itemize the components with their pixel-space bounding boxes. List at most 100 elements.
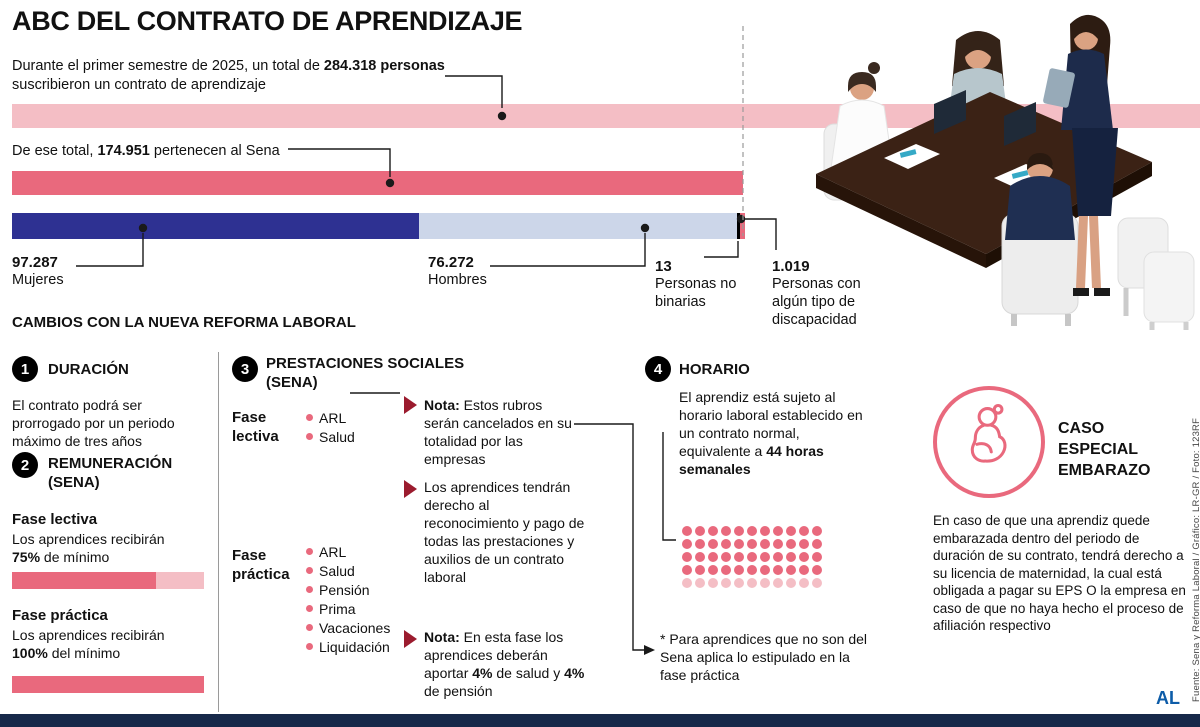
hour-dot [773, 539, 783, 549]
hour-dot [773, 565, 783, 575]
hour-dot [799, 565, 809, 575]
horario-hours: 44 horas semanales [679, 443, 824, 477]
remuneracion-title-line2: (SENA) [48, 474, 100, 491]
lectiva-line: Los aprendices recibirán [12, 531, 165, 547]
hour-dot [773, 578, 783, 588]
bar-sena [12, 171, 744, 195]
hour-dot [708, 539, 718, 549]
duracion-title: DURACIÓN [48, 361, 129, 378]
hour-dot [747, 578, 757, 588]
step-2-badge: 2 [12, 452, 38, 478]
horario-body: El aprendiz está sujeto al horario labor… [679, 388, 875, 478]
al-logo: AL [1156, 688, 1180, 708]
note2-arrow-icon [404, 630, 417, 648]
hour-dot [812, 578, 822, 588]
column-divider [218, 352, 219, 712]
prestaciones-title-line2: (SENA) [266, 374, 318, 391]
hour-dot [773, 552, 783, 562]
hour-dot [708, 526, 718, 536]
step-4-badge: 4 [645, 356, 671, 382]
hour-dot [760, 565, 770, 575]
stat-no-binarias-value: 13 [655, 258, 672, 275]
hour-dot [734, 539, 744, 549]
hour-dot [786, 539, 796, 549]
hour-dot [734, 578, 744, 588]
connector-discapacidad [745, 218, 777, 250]
nota-practica-pct2: 4% [564, 665, 585, 681]
caso-especial-body: En caso de que una aprendiz quede embara… [933, 513, 1186, 633]
connector-no-binarias [704, 241, 739, 258]
bullet-icon [306, 567, 313, 574]
nota-lectiva-text: Estos rubros serán cancelados en su tota… [424, 397, 572, 467]
fase-practica-text: Los aprendices recibirán 100% del mínimo [12, 626, 202, 662]
sena-suffix: pertenecen al Sena [149, 143, 280, 159]
arrowhead-asterisco [644, 645, 655, 655]
hour-dot [799, 578, 809, 588]
nota-practica-pct1: 4% [472, 665, 493, 681]
derechos-text: Los aprendices tendrán derecho al recono… [424, 479, 585, 585]
hour-dot [708, 578, 718, 588]
hour-dot [799, 539, 809, 549]
nota-lectiva-label: Nota: [424, 397, 460, 413]
benefit-item: Salud [306, 561, 390, 580]
stat-discapacidad-label: Personas con algún tipo de discapacidad [772, 276, 861, 328]
hour-dot [747, 526, 757, 536]
hour-dot [734, 565, 744, 575]
monitors-and-papers [884, 90, 1050, 189]
hour-dot [695, 565, 705, 575]
rem-practica-fill [12, 676, 204, 693]
fase-practica-benefits: ARL Salud Pensión Prima Vacaciones Liquidació… [306, 542, 390, 656]
hour-dot [695, 578, 705, 588]
fase-lectiva-heading: Fase lectiva [12, 511, 98, 528]
benefit-label: Prima [319, 600, 356, 617]
stat-mujeres-label: Mujeres [12, 272, 64, 288]
stat-no-binarias-label: Personas no binarias [655, 276, 737, 310]
source-credit: Fuente: Sena y Reforma Laboral / Gráfico… [1191, 417, 1200, 702]
hour-dot [695, 552, 705, 562]
hour-dot [786, 552, 796, 562]
hour-dot [747, 565, 757, 575]
meeting-illustration [816, 14, 1195, 330]
section-title: CAMBIOS CON LA NUEVA REFORMA LABORAL [12, 314, 356, 331]
practica-pct-suffix: del mínimo [47, 645, 121, 661]
hour-dot [786, 526, 796, 536]
benefit-item: Salud [306, 427, 355, 446]
intro-prefix: Durante el primer semestre de 2025, un t… [12, 58, 324, 74]
nota-practica-part1: En esta fase los aprendices deberán apor… [424, 629, 564, 681]
benefit-label: Salud [319, 562, 355, 579]
caso-title-line1: CASO [1058, 420, 1105, 437]
hour-dot [682, 526, 692, 536]
nota-practica-part2: de salud y [492, 665, 565, 681]
benefit-item: Vacaciones [306, 618, 390, 637]
benefit-item: ARL [306, 408, 355, 427]
bar-demographics [12, 213, 746, 239]
hour-dot [773, 526, 783, 536]
hour-dot [695, 539, 705, 549]
hour-dot [812, 539, 822, 549]
hour-dot [799, 552, 809, 562]
hour-dot [682, 578, 692, 588]
nota-lectiva: Nota: Estos rubros serán cancelados en s… [424, 396, 576, 468]
hour-dot [760, 526, 770, 536]
benefit-item: Liquidación [306, 637, 390, 656]
nota-practica: Nota: En esta fase los aprendices deberá… [424, 628, 592, 700]
step-1-badge: 1 [12, 356, 38, 382]
bullet-icon [306, 433, 313, 440]
caso-especial-title: CASO ESPECIAL EMBARAZO [1058, 418, 1150, 481]
practica-line: Los aprendices recibirán [12, 627, 165, 643]
stat-discapacidad-value: 1.019 [772, 258, 810, 275]
stat-mujeres: 97.287 Mujeres [12, 254, 64, 289]
segment-no-binarias [737, 213, 741, 239]
benefit-item: Pensión [306, 580, 390, 599]
fase-lectiva-benefits: ARL Salud [306, 408, 355, 446]
connector-horario-waffle [662, 432, 676, 541]
benefit-label: ARL [319, 543, 347, 560]
bullet-icon [306, 414, 313, 421]
practica-pct: 100% [12, 645, 48, 661]
nota-practica-label: Nota: [424, 629, 460, 645]
nota-practica-part3: de pensión [424, 683, 493, 699]
prestaciones-fase-practica-label: Fase práctica [232, 547, 290, 583]
hour-dot [721, 565, 731, 575]
pregnancy-badge [933, 386, 1045, 498]
hour-dot [760, 539, 770, 549]
